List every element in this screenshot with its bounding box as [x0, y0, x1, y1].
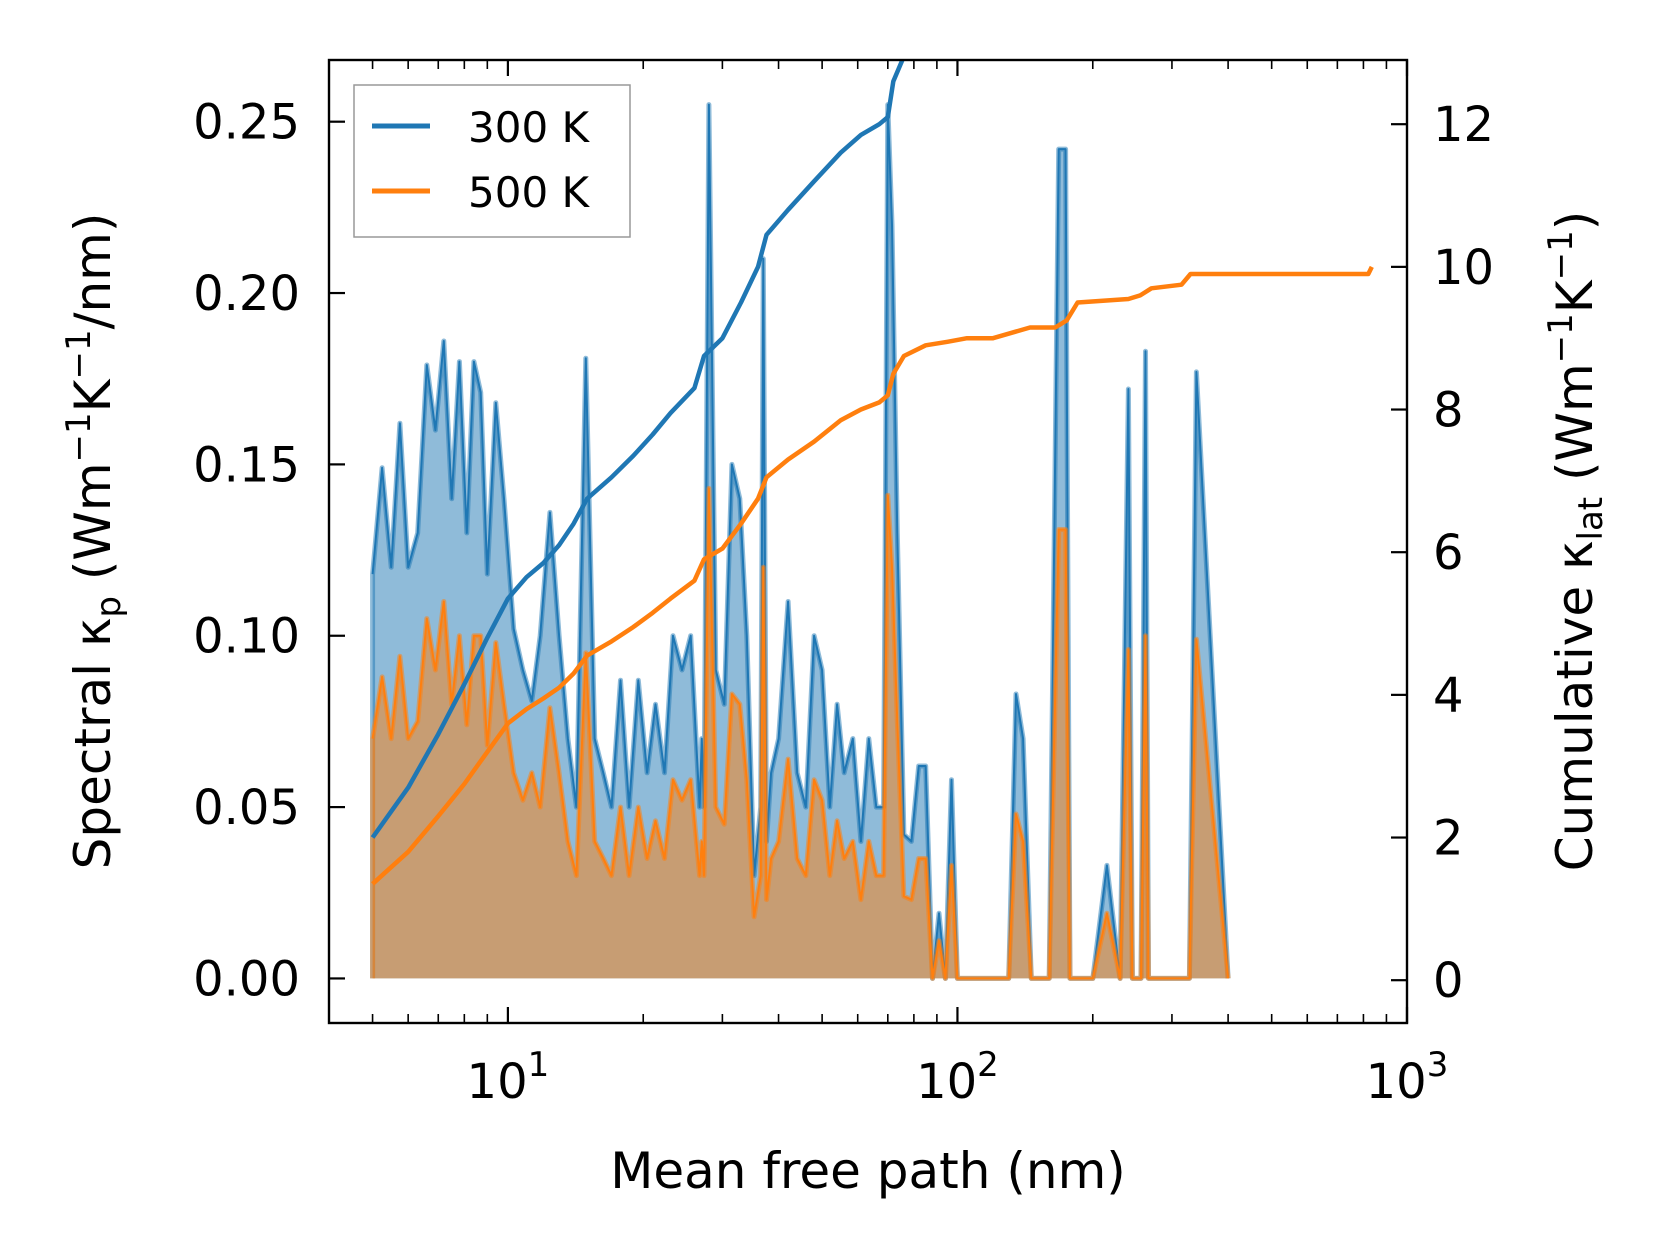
legend: 300 K 500 K [353, 84, 631, 238]
legend-label-300K: 300 K [468, 103, 591, 152]
y-right-tick-label: 0 [1433, 953, 1464, 1009]
y-left-tick-label: 0.10 [193, 609, 300, 665]
legend-label-500K: 500 K [468, 168, 591, 217]
x-tick-label: 102 [916, 1045, 999, 1110]
y-left-tick-label: 0.15 [193, 437, 300, 493]
plot-frame [327, 58, 1409, 1025]
y-left-tick-label: 0.00 [193, 951, 300, 1007]
x-axis-label: Mean free path (nm) [610, 1142, 1126, 1200]
y-left-ticks-group: 0.00 0.05 0.10 0.15 0.20 0.25 [193, 95, 345, 1007]
y-left-tick-label: 0.25 [193, 95, 300, 151]
y-right-axis-label: Cumulative κlat (Wm−1K−1) [1541, 211, 1611, 871]
cumulative-line-500K [371, 265, 1374, 886]
y-right-tick-label: 10 [1433, 240, 1494, 296]
cumulative-lines-group [370, 60, 1374, 886]
cumulative-line-300K [370, 60, 905, 839]
y-left-tick-label: 0.05 [193, 780, 300, 836]
area-500K-group [370, 485, 1231, 981]
y-right-tick-label: 12 [1433, 97, 1494, 153]
spectral-line-500K [371, 487, 1230, 980]
legend-box [353, 84, 631, 238]
x-ticks-group: 101 102 103 [328, 60, 1449, 1110]
x-tick-label: 101 [467, 1045, 550, 1110]
y-left-tick-label: 0.20 [193, 266, 300, 322]
y-right-tick-label: 8 [1433, 383, 1464, 439]
y-right-tick-label: 6 [1433, 525, 1464, 581]
y-right-tick-label: 2 [1433, 811, 1464, 867]
x-tick-label: 103 [1366, 1045, 1449, 1110]
y-left-axis-label: Spectral κp (Wm−1K−1/nm) [59, 213, 129, 870]
y-right-tick-label: 4 [1433, 668, 1464, 724]
y-right-ticks-group: 0 2 4 6 8 10 12 [1391, 97, 1494, 1009]
